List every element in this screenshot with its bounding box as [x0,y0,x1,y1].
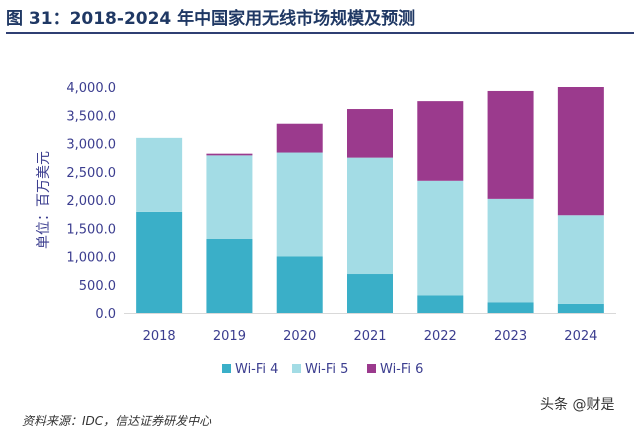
y-tick-label: 3,500.0 [66,109,116,124]
bar-wi-fi-5-2023 [487,198,534,303]
x-axis-ticks: 2018 2019 2020 2021 2022 2023 2024 [143,329,598,344]
bar-wi-fi-5-2021 [347,157,393,275]
legend-swatch-wi-fi-4 [222,364,231,373]
y-axis-label: 单位：百万美元 [36,151,52,249]
y-tick-label: 500.0 [79,279,116,294]
y-tick-label: 2,500.0 [66,166,116,181]
bar-wi-fi-5-2018 [136,137,183,212]
x-tick-label: 2023 [494,329,527,344]
bar-wi-fi-6-2023 [487,90,534,199]
bar-wi-fi-6-2019 [206,153,253,156]
x-tick-label: 2020 [283,329,316,344]
y-tick-label: 1,500.0 [66,222,116,237]
bar-wi-fi-5-2019 [206,155,253,239]
y-axis-label-group: 单位：百万美元 [36,151,52,249]
bar-wi-fi-6-2021 [347,109,393,158]
bar-wi-fi-5-2022 [417,180,464,296]
bar-wi-fi-4-2020 [276,256,323,313]
legend-label: Wi-Fi 6 [380,362,423,377]
bar-wi-fi-4-2023 [487,302,534,313]
bar-wi-fi-4-2021 [347,274,393,313]
legend-swatch-wi-fi-6 [367,364,376,373]
y-tick-label: 3,000.0 [66,138,116,153]
y-tick-label: 2,000.0 [66,194,116,209]
bar-wi-fi-5-2020 [276,152,323,257]
legend-swatch-wi-fi-5 [292,364,301,373]
x-tick-label: 2022 [424,329,457,344]
x-tick-label: 2018 [143,329,176,344]
x-tick-label: 2021 [353,329,386,344]
title-rule [6,32,634,34]
bar-wi-fi-5-2024 [557,215,604,304]
x-tick-label: 2019 [213,329,246,344]
bar-wi-fi-4-2022 [417,295,464,313]
legend: Wi-Fi 4 Wi-Fi 5 Wi-Fi 6 [222,362,423,377]
legend-label: Wi-Fi 5 [305,362,348,377]
bar-wi-fi-6-2022 [417,101,464,181]
figure-title: 图 31：2018-2024 年中国家用无线市场规模及预测 [6,9,416,29]
bars [136,87,604,313]
bar-wi-fi-4-2018 [136,211,183,313]
bar-wi-fi-4-2024 [557,303,604,313]
y-axis-ticks: 0.0 500.0 1,000.0 1,500.0 2,000.0 2,500.0 3,00… [66,81,116,322]
legend-label: Wi-Fi 4 [235,362,278,377]
x-tick-label: 2024 [564,329,597,344]
bar-wi-fi-4-2019 [206,238,253,313]
y-tick-label: 1,000.0 [66,251,116,266]
y-tick-label: 4,000.0 [66,81,116,96]
bar-wi-fi-6-2024 [557,87,604,216]
y-tick-label: 0.0 [95,307,116,322]
watermark: 头条 @财是 [540,397,615,413]
bar-wi-fi-6-2020 [276,123,323,153]
source-note: 资料来源：IDC，信达证券研发中心 [22,414,212,428]
